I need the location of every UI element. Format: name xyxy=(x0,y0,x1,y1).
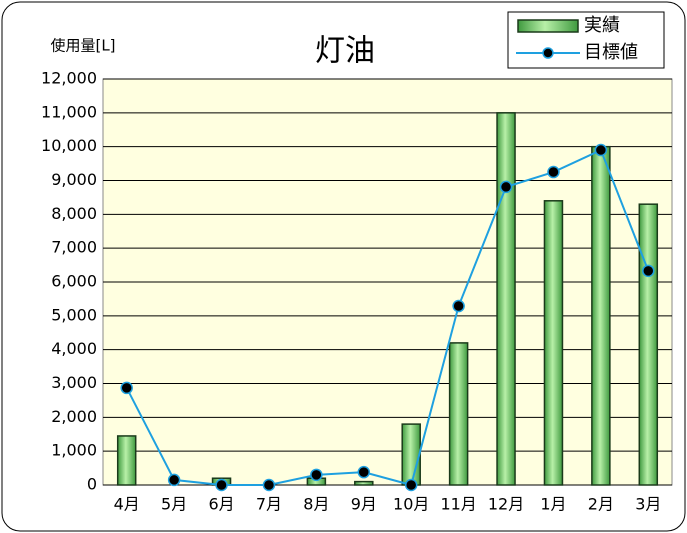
y-tick-label: 7,000 xyxy=(51,238,97,257)
bar xyxy=(401,423,421,486)
x-tick-label: 12月 xyxy=(488,495,524,514)
line-marker xyxy=(167,473,181,487)
y-tick-label: 8,000 xyxy=(51,204,97,223)
line-marker xyxy=(262,478,276,492)
legend-swatch xyxy=(542,47,554,59)
y-tick-label: 6,000 xyxy=(51,272,97,291)
y-tick-label: 4,000 xyxy=(51,339,97,358)
y-tick-label: 1,000 xyxy=(51,441,97,460)
x-tick-label: 10月 xyxy=(393,495,429,514)
x-tick-label: 3月 xyxy=(635,495,661,514)
line-marker xyxy=(499,180,513,194)
x-tick-label: 7月 xyxy=(256,495,282,514)
bar xyxy=(116,435,137,486)
x-tick-label: 2月 xyxy=(588,495,614,514)
line-marker xyxy=(404,478,418,492)
line xyxy=(125,148,650,487)
y-tick-label: 3,000 xyxy=(51,373,97,392)
line-marker xyxy=(310,468,323,482)
bar xyxy=(543,200,564,486)
bar xyxy=(638,203,659,486)
line-marker xyxy=(594,143,608,157)
legend-swatch xyxy=(517,19,579,33)
line-marker xyxy=(452,299,465,313)
y-tick-label: 10,000 xyxy=(41,136,97,155)
y-tick-label: 2,000 xyxy=(51,407,97,426)
bar xyxy=(591,145,611,486)
x-tick-label: 8月 xyxy=(303,495,329,514)
x-tick-label: 5月 xyxy=(161,495,187,514)
y-tick-label: 5,000 xyxy=(51,305,97,324)
line-marker xyxy=(357,465,371,479)
legend-label: 目標値 xyxy=(584,42,638,63)
y-tick-label: 11,000 xyxy=(41,102,97,121)
y-tick-label: 0 xyxy=(87,475,97,494)
line-marker xyxy=(120,381,133,395)
bar xyxy=(354,480,374,486)
y-tick-label: 9,000 xyxy=(51,170,97,189)
legend-label: 実績 xyxy=(584,15,620,36)
chart-title: 灯油 xyxy=(315,34,375,69)
y-axis-label: 使用量[L] xyxy=(50,37,115,55)
x-tick-label: 11月 xyxy=(440,495,476,514)
bar xyxy=(448,342,469,486)
bar xyxy=(496,112,516,486)
line-marker xyxy=(547,165,560,179)
x-tick-label: 6月 xyxy=(208,495,234,514)
y-tick-label: 12,000 xyxy=(41,69,97,88)
line-marker xyxy=(215,478,228,492)
x-tick-label: 1月 xyxy=(540,495,566,514)
x-tick-label: 4月 xyxy=(114,495,140,514)
x-tick-label: 9月 xyxy=(351,495,377,514)
legend xyxy=(507,11,665,69)
line-marker xyxy=(642,264,655,278)
